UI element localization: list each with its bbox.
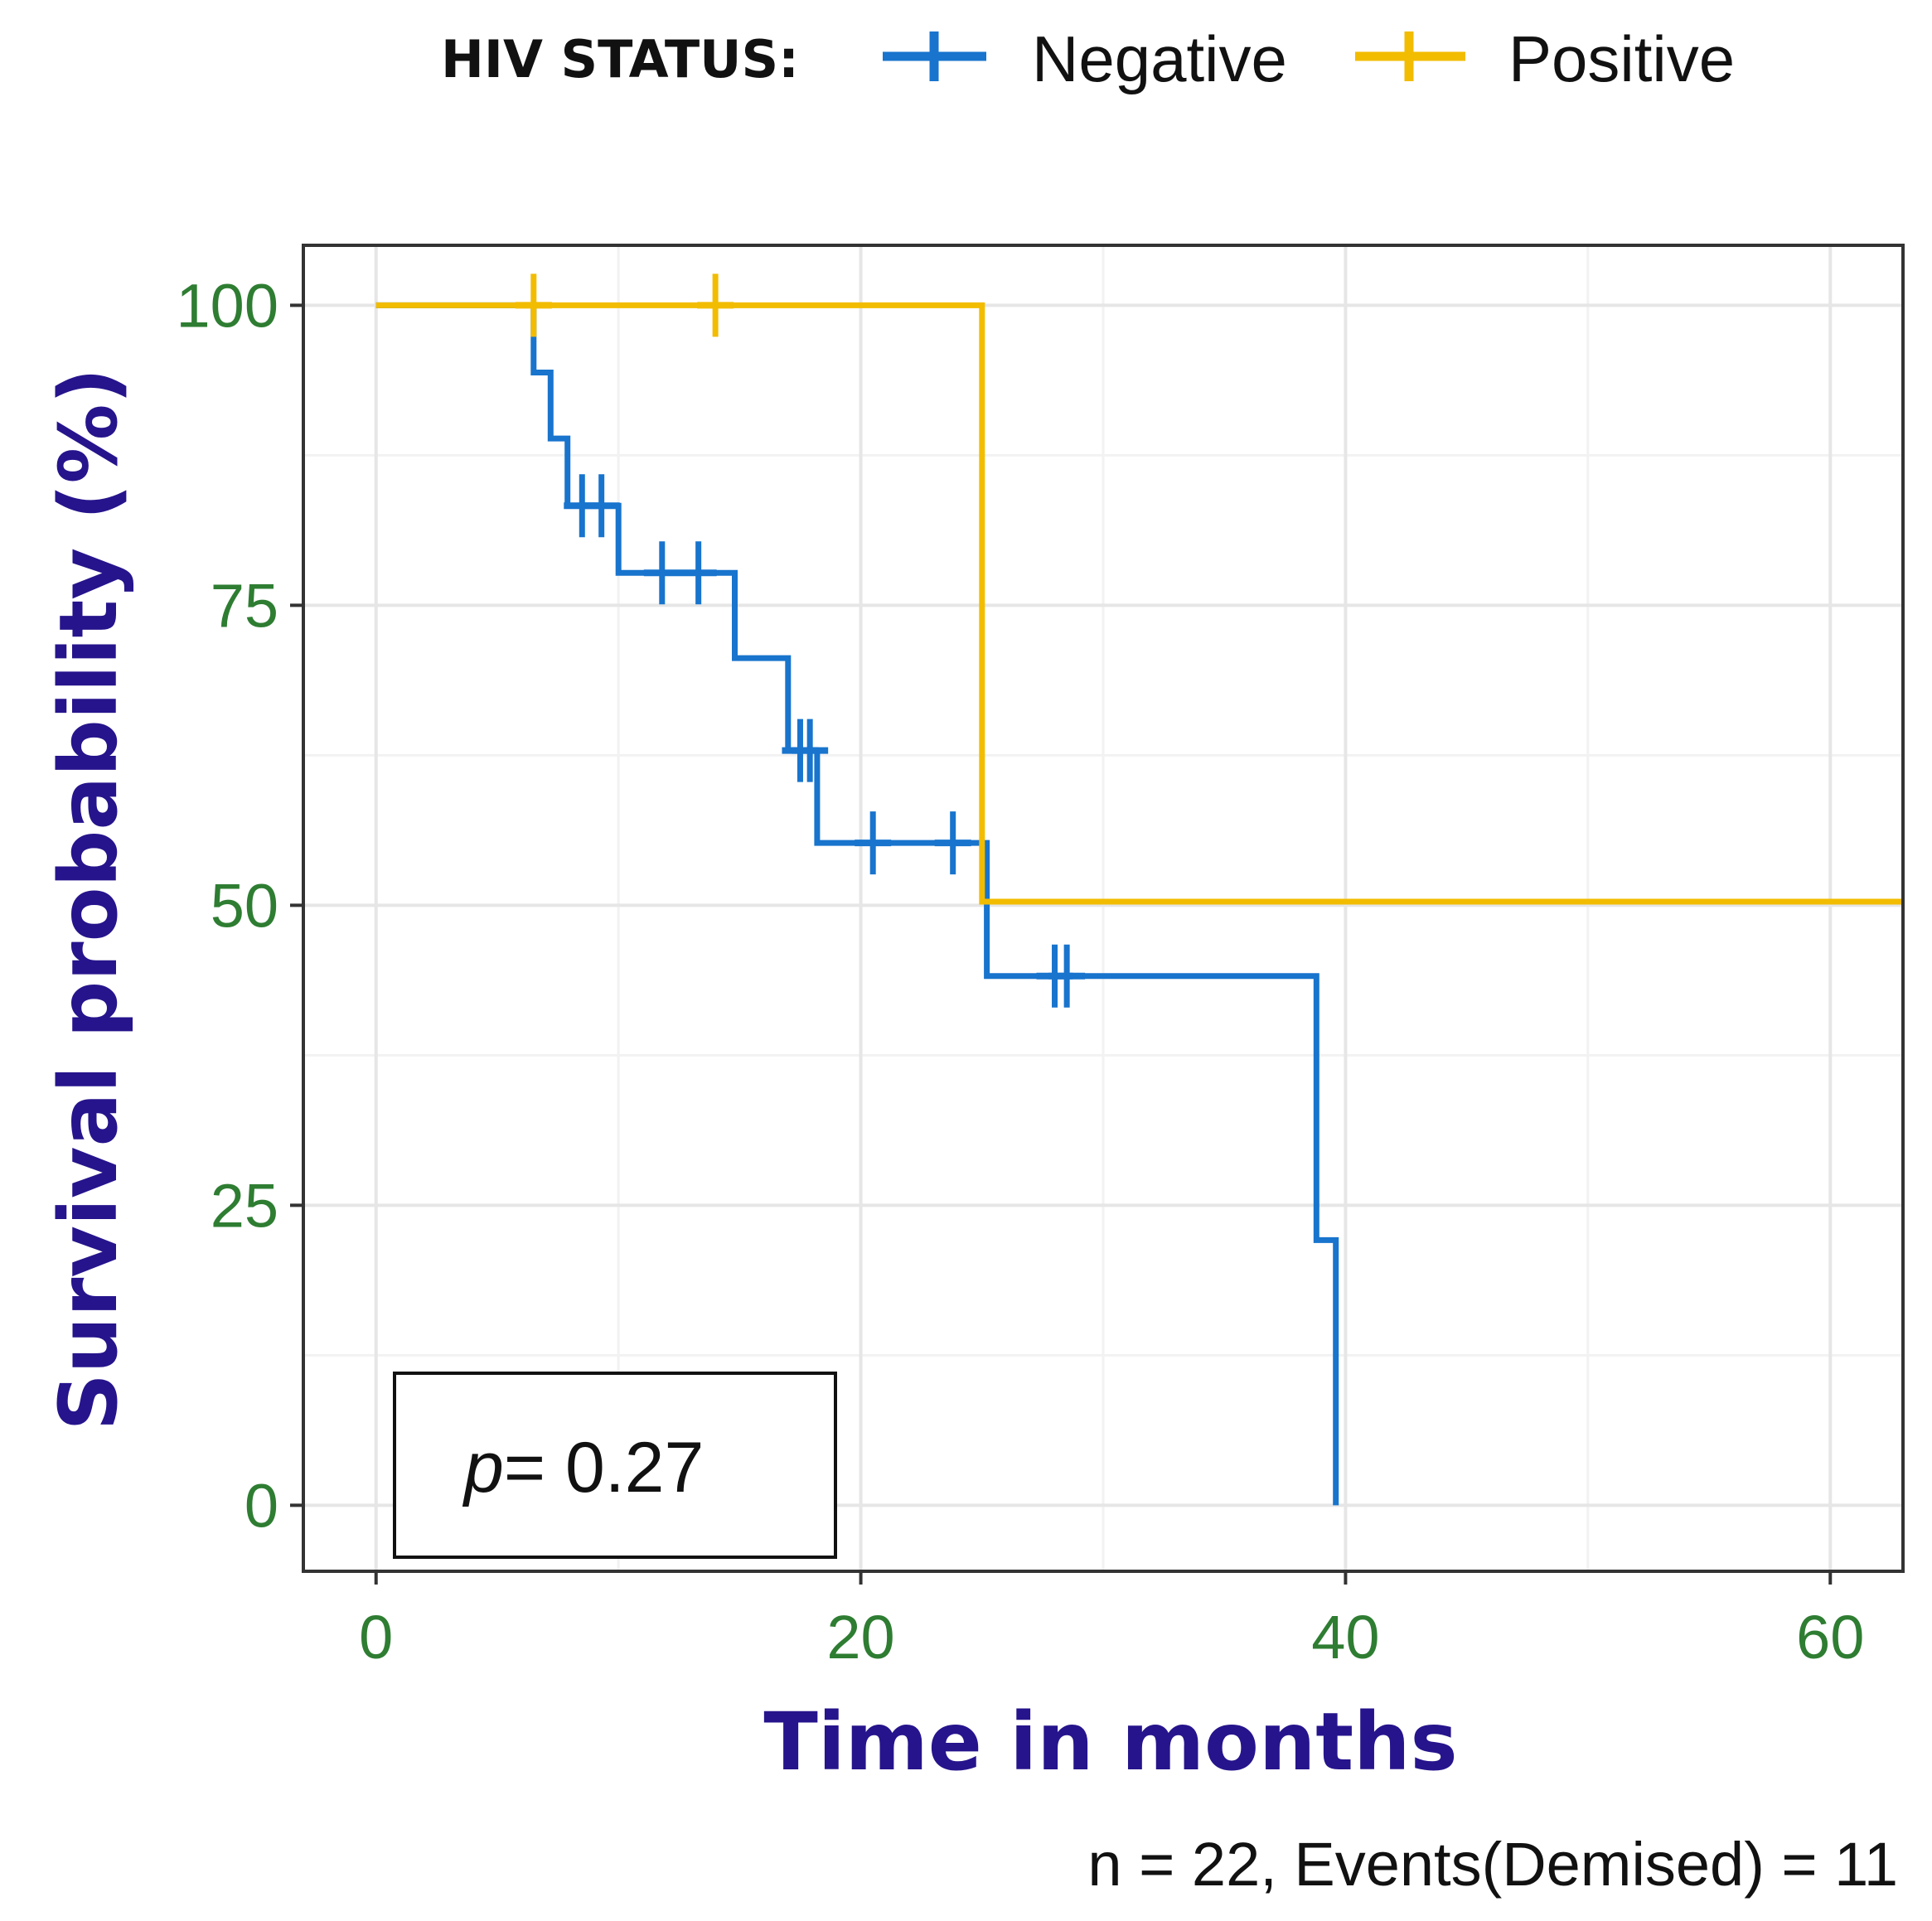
y-axis-title: Survival probability (%) [42,368,135,1431]
grid [303,245,1903,1571]
axes: 0 20 40 60 0 25 50 75 100 [177,271,1865,1672]
plot-border [302,244,1905,1573]
pvalue-text: p= 0.27 [462,1428,704,1507]
y-tick-label: 25 [211,1171,278,1240]
series-layer [375,273,1903,1506]
km-line-negative [375,302,1339,1506]
x-tick-label: 40 [1311,1603,1379,1672]
km-line-positive [375,302,1903,905]
caption: n = 22, Events(Demised) = 11 [1087,1830,1898,1899]
y-tick-label: 100 [177,271,278,340]
y-tick-label: 50 [211,871,278,940]
legend-label-positive: Positive [1508,22,1735,95]
pvalue-symbol: p [462,1428,504,1507]
pvalue-box: p= 0.27 [393,1372,837,1559]
x-tick-label: 60 [1796,1603,1864,1672]
y-tick-label: 75 [211,571,278,640]
pvalue-box-frame [393,1372,837,1559]
x-tick-label: 20 [826,1603,894,1672]
legend-label-negative: Negative [1032,22,1287,95]
legend: HIV STATUS: Negative Positive [441,22,1735,95]
x-tick-label: 0 [359,1603,393,1672]
x-axis-title: Time in months [763,1696,1457,1788]
y-tick-label: 0 [245,1471,278,1540]
pvalue-value: = 0.27 [504,1428,705,1507]
legend-title: HIV STATUS: [441,29,799,90]
